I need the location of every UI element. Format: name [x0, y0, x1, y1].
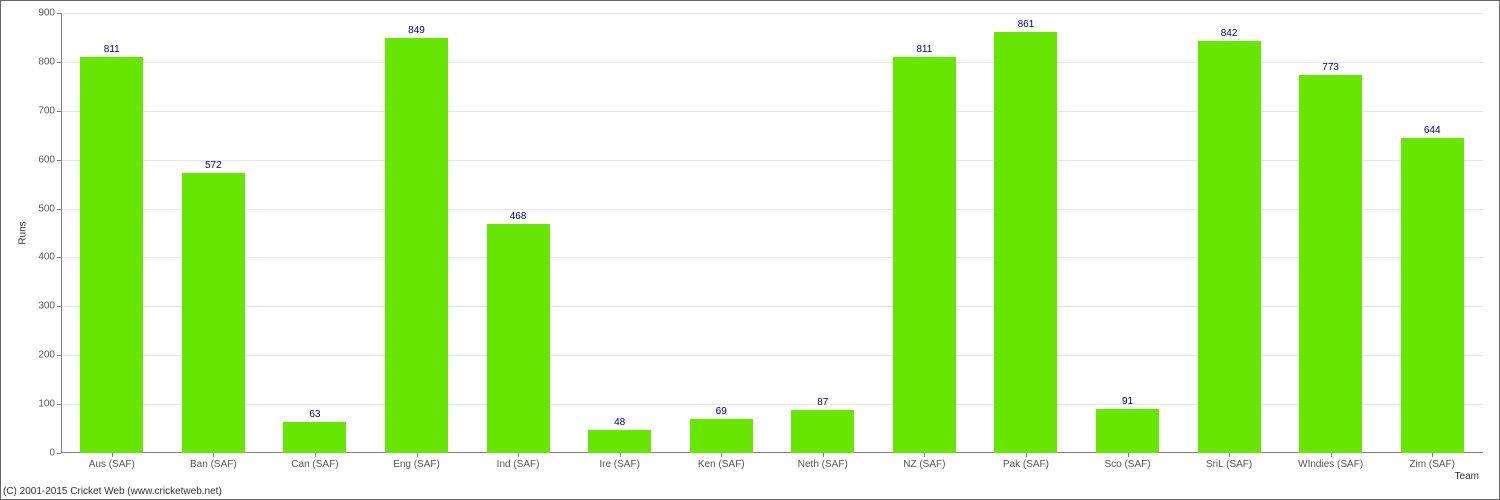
bar-value-label: 849 — [408, 25, 425, 38]
bar — [690, 419, 753, 453]
x-tick-label: Ban (SAF) — [190, 453, 237, 470]
gridline — [61, 404, 1483, 405]
x-tick-label: Can (SAF) — [291, 453, 338, 470]
bar — [283, 422, 346, 453]
x-tick-label: Neth (SAF) — [798, 453, 848, 470]
bar — [487, 224, 550, 453]
y-axis-line — [61, 13, 62, 453]
bar-value-label: 48 — [614, 417, 625, 430]
x-tick-label: Zim (SAF) — [1409, 453, 1455, 470]
x-tick-label: Aus (SAF) — [89, 453, 135, 470]
bar — [1198, 41, 1261, 453]
bar — [994, 32, 1057, 453]
bar — [80, 57, 143, 453]
gridline — [61, 160, 1483, 161]
x-tick-label: SriL (SAF) — [1206, 453, 1252, 470]
bar-value-label: 811 — [916, 44, 932, 57]
x-axis-line — [61, 452, 1483, 453]
bar — [893, 57, 956, 453]
gridline — [61, 62, 1483, 63]
x-tick-label: Pak (SAF) — [1003, 453, 1049, 470]
bar-value-label: 63 — [309, 409, 320, 422]
gridline — [61, 355, 1483, 356]
bar-value-label: 468 — [510, 211, 527, 224]
bar-value-label: 91 — [1122, 396, 1133, 409]
x-tick-label: Eng (SAF) — [393, 453, 440, 470]
chart-container: 0100200300400500600700800900811Aus (SAF)… — [0, 0, 1500, 500]
gridline — [61, 13, 1483, 14]
y-tick-mark — [57, 453, 61, 454]
gridline — [61, 111, 1483, 112]
y-axis-title: Runs — [18, 221, 29, 244]
x-tick-label: Ken (SAF) — [698, 453, 745, 470]
bar-value-label: 572 — [205, 160, 222, 173]
x-tick-label: Ind (SAF) — [497, 453, 540, 470]
x-tick-label: Ire (SAF) — [599, 453, 640, 470]
bar — [182, 173, 245, 453]
bar-value-label: 811 — [104, 44, 120, 57]
bar-value-label: 87 — [817, 397, 828, 410]
x-axis-title: Team — [1455, 471, 1479, 482]
x-tick-label: WIndies (SAF) — [1298, 453, 1363, 470]
x-tick-label: NZ (SAF) — [903, 453, 945, 470]
plot-area: 0100200300400500600700800900811Aus (SAF)… — [61, 13, 1483, 453]
bar — [791, 410, 854, 453]
bar — [1401, 138, 1464, 453]
bar — [1096, 409, 1159, 453]
bar-value-label: 861 — [1018, 19, 1035, 32]
copyright-text: (C) 2001-2015 Cricket Web (www.cricketwe… — [3, 486, 222, 497]
gridline — [61, 257, 1483, 258]
x-tick-label: Sco (SAF) — [1104, 453, 1150, 470]
bar-value-label: 842 — [1221, 28, 1238, 41]
bar — [1299, 75, 1362, 453]
bar-value-label: 69 — [716, 406, 727, 419]
bar — [588, 430, 651, 453]
gridline — [61, 306, 1483, 307]
bar-value-label: 773 — [1322, 62, 1339, 75]
bar — [385, 38, 448, 453]
bar-value-label: 644 — [1424, 125, 1441, 138]
gridline — [61, 209, 1483, 210]
